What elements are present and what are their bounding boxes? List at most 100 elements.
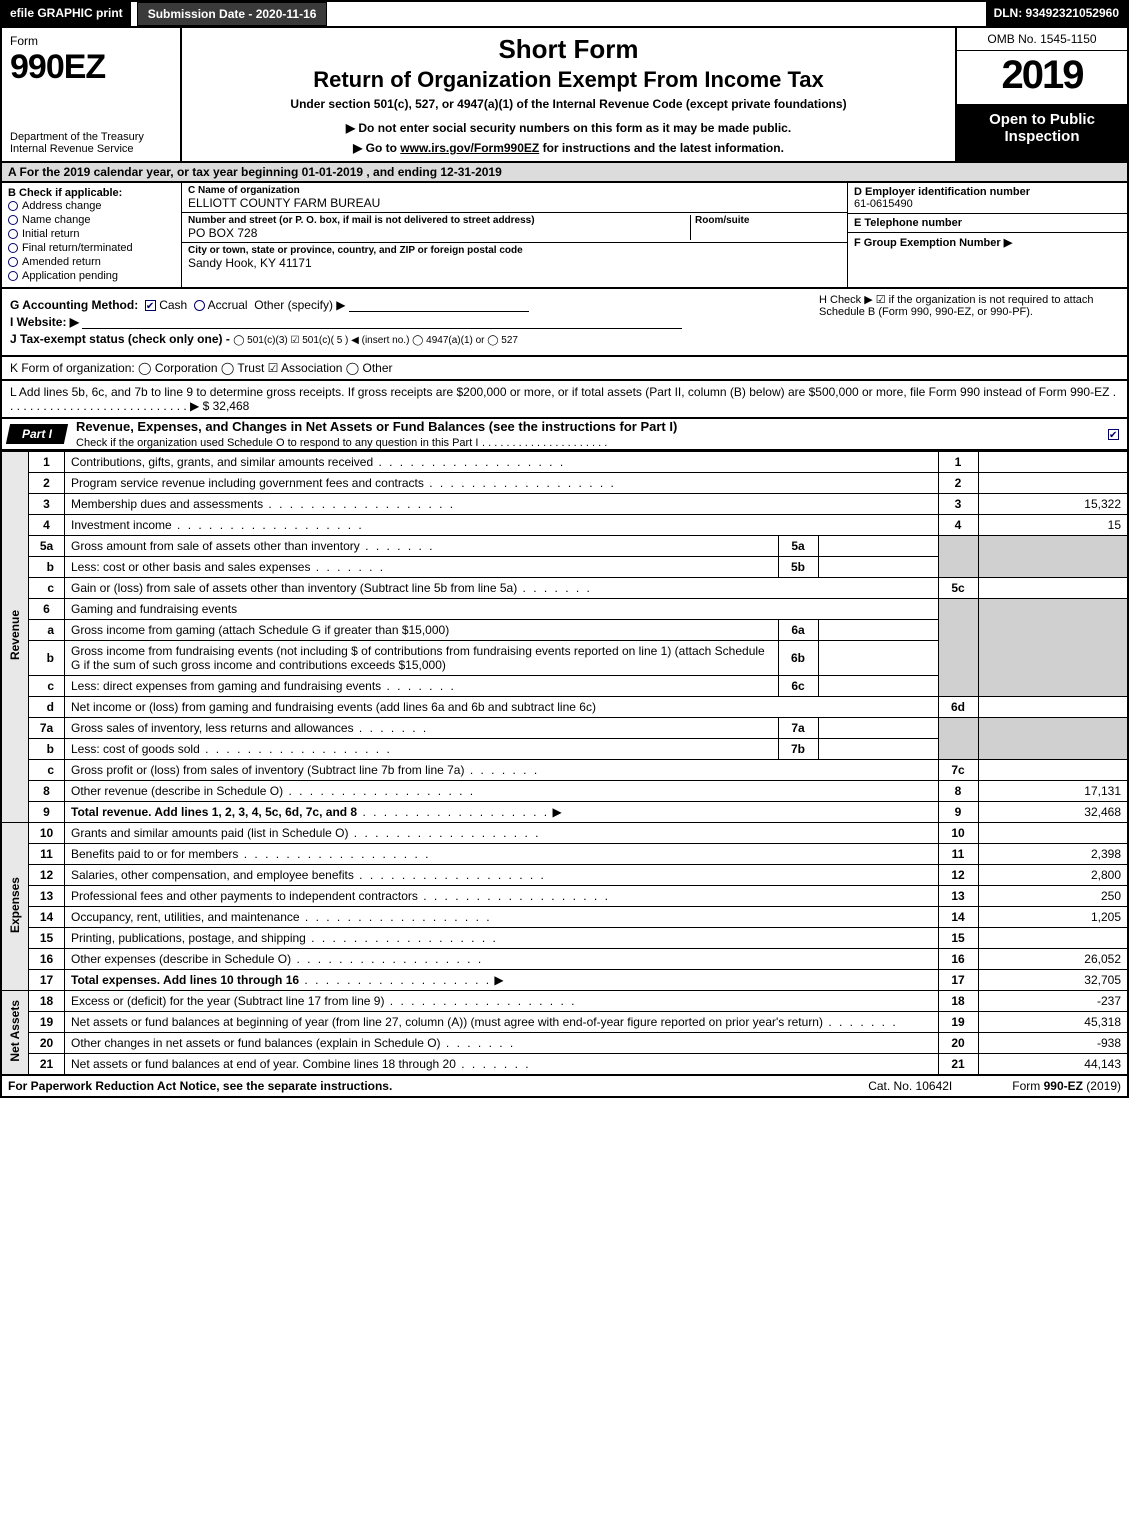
line-5ab-greycode [938, 536, 978, 578]
line-1-desc: Contributions, gifts, grants, and simila… [71, 455, 373, 469]
g-label: G Accounting Method: [10, 298, 138, 312]
omb-number: OMB No. 1545-1150 [957, 28, 1127, 51]
row-k-form-org: K Form of organization: ◯ Corporation ◯ … [0, 357, 1129, 381]
line-4-num: 4 [29, 515, 65, 536]
line-5b-desc: Less: cost or other basis and sales expe… [71, 560, 310, 574]
line-17-amount: 32,705 [978, 970, 1128, 991]
line-12-num: 12 [29, 865, 65, 886]
line-6b-mini: 6b [778, 641, 818, 676]
j-options[interactable]: ◯ 501(c)(3) ☑ 501(c)( 5 ) ◀ (insert no.)… [233, 335, 518, 346]
col-b-checkboxes: B Check if applicable: Address change Na… [2, 183, 182, 287]
form-word: Form [10, 34, 172, 48]
line-16-desc: Other expenses (describe in Schedule O) [71, 952, 291, 966]
line-6b-desc: Gross income from fundraising events (no… [71, 644, 765, 672]
city-value: Sandy Hook, KY 41171 [188, 256, 841, 270]
line-6b-minival [818, 641, 938, 676]
line-12-code: 12 [938, 865, 978, 886]
page-footer: For Paperwork Reduction Act Notice, see … [0, 1076, 1129, 1098]
line-4-amount: 15 [978, 515, 1128, 536]
g-other-input[interactable] [349, 311, 529, 312]
line-17-num: 17 [29, 970, 65, 991]
footer-left: For Paperwork Reduction Act Notice, see … [8, 1079, 392, 1093]
line-20-code: 20 [938, 1033, 978, 1054]
line-3-desc: Membership dues and assessments [71, 497, 263, 511]
submission-date-button[interactable]: Submission Date - 2020-11-16 [137, 2, 328, 26]
chk-amended-return[interactable]: Amended return [8, 255, 175, 269]
entity-info: B Check if applicable: Address change Na… [0, 183, 1129, 289]
line-1-num: 1 [29, 452, 65, 473]
footer-form-ref: Form 990-EZ (2019) [1012, 1079, 1121, 1093]
chk-name-change[interactable]: Name change [8, 213, 175, 227]
line-6d-code: 6d [938, 697, 978, 718]
line-8-num: 8 [29, 781, 65, 802]
line-8-amount: 17,131 [978, 781, 1128, 802]
line-13-desc: Professional fees and other payments to … [71, 889, 418, 903]
line-6c-num: c [29, 676, 65, 697]
line-21-desc: Net assets or fund balances at end of ye… [71, 1057, 456, 1071]
line-4-code: 4 [938, 515, 978, 536]
line-7b-desc: Less: cost of goods sold [71, 742, 200, 756]
part1-subtitle: Check if the organization used Schedule … [76, 437, 478, 449]
line-21-amount: 44,143 [978, 1054, 1128, 1076]
row-h-schedule-b: H Check ▶ ☑ if the organization is not r… [819, 293, 1119, 318]
line-5b-num: b [29, 557, 65, 578]
line-5a-mini: 5a [778, 536, 818, 557]
chk-accrual[interactable] [194, 300, 205, 311]
irs-link[interactable]: www.irs.gov/Form990EZ [400, 141, 539, 155]
line-3-amount: 15,322 [978, 494, 1128, 515]
line-7ab-greyamt [978, 718, 1128, 760]
dln-label: DLN: 93492321052960 [986, 2, 1127, 26]
line-5c-num: c [29, 578, 65, 599]
chk-address-change[interactable]: Address change [8, 199, 175, 213]
col-def: D Employer identification number 61-0615… [847, 183, 1127, 287]
part1-tag: Part I [6, 424, 68, 444]
line-14-desc: Occupancy, rent, utilities, and maintena… [71, 910, 300, 924]
line-18-code: 18 [938, 991, 978, 1012]
row-j-tax-status: J Tax-exempt status (check only one) - ◯… [10, 332, 1119, 346]
short-form-title: Short Form [192, 34, 945, 65]
goto-suffix: for instructions and the latest informat… [539, 141, 784, 155]
line-11-num: 11 [29, 844, 65, 865]
line-5b-minival [818, 557, 938, 578]
line-2-num: 2 [29, 473, 65, 494]
chk-cash[interactable] [145, 300, 156, 311]
line-5c-amount [978, 578, 1128, 599]
revenue-side-label: Revenue [1, 452, 29, 823]
line-6c-minival [818, 676, 938, 697]
line-21-num: 21 [29, 1054, 65, 1076]
line-10-amount [978, 823, 1128, 844]
line-15-desc: Printing, publications, postage, and shi… [71, 931, 306, 945]
line-6d-desc: Net income or (loss) from gaming and fun… [71, 700, 596, 714]
line-7c-amount [978, 760, 1128, 781]
row-a-tax-year: A For the 2019 calendar year, or tax yea… [0, 163, 1129, 183]
line-21-code: 21 [938, 1054, 978, 1076]
efile-print-button[interactable]: efile GRAPHIC print [2, 2, 131, 26]
line-8-code: 8 [938, 781, 978, 802]
chk-initial-return[interactable]: Initial return [8, 227, 175, 241]
line-19-code: 19 [938, 1012, 978, 1033]
line-6a-desc: Gross income from gaming (attach Schedul… [71, 623, 449, 637]
city-label: City or town, state or province, country… [188, 245, 841, 256]
line-16-num: 16 [29, 949, 65, 970]
tel-label: E Telephone number [854, 217, 1121, 229]
line-7a-desc: Gross sales of inventory, less returns a… [71, 721, 354, 735]
under-section-text: Under section 501(c), 527, or 4947(a)(1)… [192, 97, 945, 111]
line-19-amount: 45,318 [978, 1012, 1128, 1033]
line-16-code: 16 [938, 949, 978, 970]
line-5b-mini: 5b [778, 557, 818, 578]
part1-schedule-o-check[interactable] [1108, 429, 1119, 440]
line-14-amount: 1,205 [978, 907, 1128, 928]
line-6-greyamt [978, 599, 1128, 697]
line-7c-num: c [29, 760, 65, 781]
line-2-desc: Program service revenue including govern… [71, 476, 424, 490]
line-5a-minival [818, 536, 938, 557]
chk-final-return[interactable]: Final return/terminated [8, 241, 175, 255]
part1-title: Revenue, Expenses, and Changes in Net As… [76, 419, 1108, 449]
line-20-num: 20 [29, 1033, 65, 1054]
org-name-label: C Name of organization [188, 185, 841, 196]
form-header: Form 990EZ Department of the Treasury In… [0, 28, 1129, 163]
website-input[interactable] [82, 328, 682, 329]
line-20-desc: Other changes in net assets or fund bala… [71, 1036, 441, 1050]
line-7b-num: b [29, 739, 65, 760]
chk-application-pending[interactable]: Application pending [8, 269, 175, 283]
